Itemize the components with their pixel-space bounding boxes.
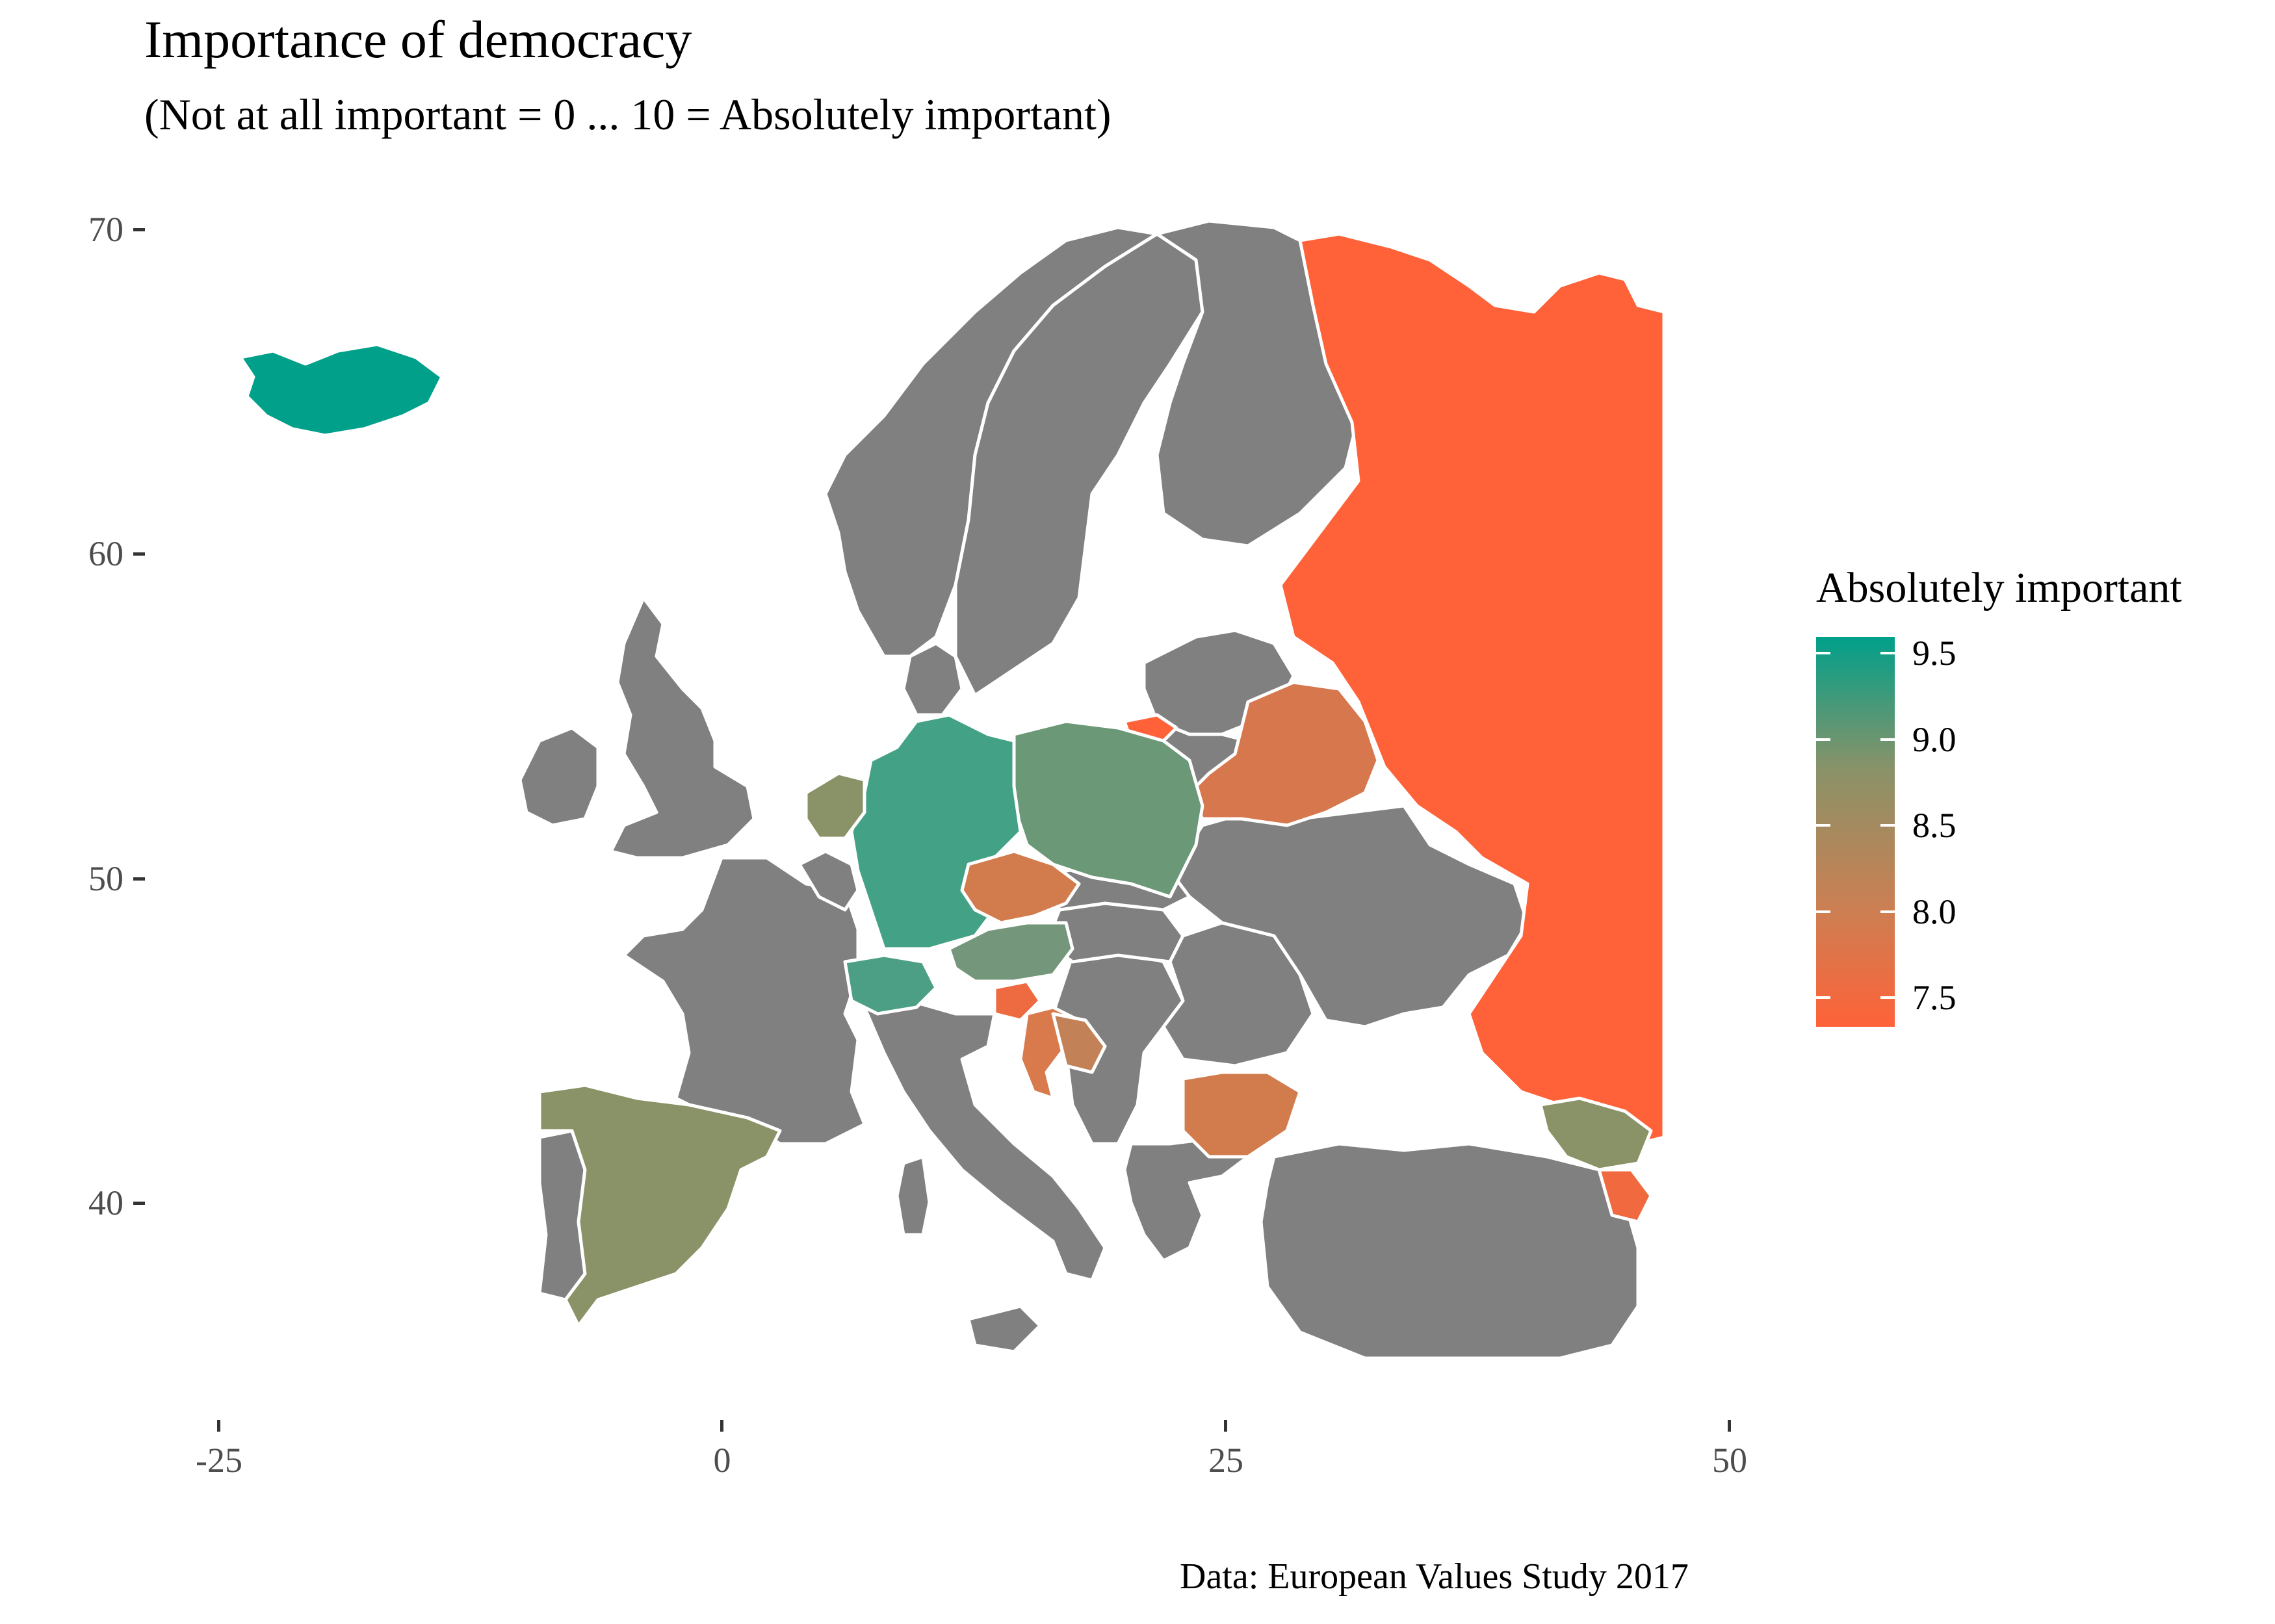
region-ireland xyxy=(518,726,600,827)
x-tick--25 xyxy=(217,1420,220,1432)
y-tick-label-60: 60 xyxy=(88,534,124,573)
y-tick-label-40: 40 xyxy=(88,1183,124,1222)
x-tick-label--25: -25 xyxy=(196,1441,242,1480)
region-iceland xyxy=(239,342,444,437)
y-tick-60 xyxy=(133,552,145,556)
legend-label-9-0: 9.0 xyxy=(1912,720,1956,759)
region-denmark xyxy=(902,641,964,717)
y-tick-label-70: 70 xyxy=(88,210,124,249)
region-switzerland xyxy=(843,953,938,1016)
y-tick-50 xyxy=(133,877,145,881)
y-tick-40 xyxy=(133,1202,145,1205)
region-spain xyxy=(538,1083,782,1328)
region-uk xyxy=(609,596,756,860)
region-sicily xyxy=(967,1304,1042,1354)
region-austria xyxy=(947,921,1074,983)
chart-subtitle: (Not at all important = 0 ... 10 = Absol… xyxy=(144,90,1112,139)
region-armenia xyxy=(1597,1168,1653,1224)
data-source-caption: Data: European Values Study 2017 xyxy=(1180,1556,1689,1597)
x-tick-50 xyxy=(1728,1420,1731,1432)
region-italy xyxy=(863,999,1107,1282)
region-belgium xyxy=(798,849,860,912)
region-ukraine xyxy=(1168,804,1529,1029)
x-tick-label-25: 25 xyxy=(1208,1441,1243,1480)
legend-title: Absolutely important xyxy=(1816,564,2182,612)
x-tick-0 xyxy=(720,1420,723,1432)
region-czechia xyxy=(960,849,1081,925)
region-russia xyxy=(1279,232,1666,1146)
region-sweden xyxy=(954,232,1204,697)
region-france xyxy=(622,856,866,1146)
x-tick-label-50: 50 xyxy=(1712,1441,1747,1480)
region-turkey xyxy=(1259,1142,1640,1360)
region-georgia xyxy=(1539,1096,1653,1172)
legend-label-9-5: 9.5 xyxy=(1912,634,1956,673)
legend-label-8-5: 8.5 xyxy=(1912,806,1956,845)
chart-title: Importance of democracy xyxy=(144,10,692,69)
region-bosnia xyxy=(1051,1012,1107,1074)
legend-label-8-0: 8.0 xyxy=(1912,892,1956,931)
y-tick-label-50: 50 xyxy=(88,859,124,898)
legend-label-7-5: 7.5 xyxy=(1912,978,1956,1017)
region-netherlands xyxy=(804,771,866,840)
region-belarus xyxy=(1188,680,1380,827)
region-slovenia xyxy=(993,979,1042,1022)
region-sardinia xyxy=(895,1155,931,1237)
x-tick-label-0: 0 xyxy=(713,1441,731,1480)
region-bulgaria xyxy=(1181,1070,1302,1159)
x-tick-25 xyxy=(1224,1420,1227,1432)
legend-colorbar xyxy=(1816,637,1895,1027)
y-tick-70 xyxy=(133,228,145,231)
